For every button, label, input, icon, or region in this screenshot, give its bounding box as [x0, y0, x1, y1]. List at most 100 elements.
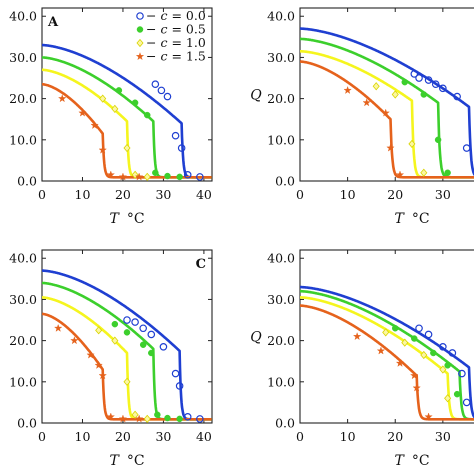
plot-area [300, 285, 474, 421]
data-point-4 [94, 360, 103, 369]
data-point-3 [401, 338, 409, 347]
data-point-2 [154, 411, 161, 419]
data-point-1 [157, 86, 166, 95]
series-line-1 [42, 43, 212, 179]
data-point-4 [134, 172, 144, 181]
data-point-1 [196, 173, 204, 181]
plot-frame [299, 249, 474, 424]
data-point-4 [381, 108, 390, 117]
x-tick-label: 30 [155, 187, 171, 202]
data-point-1 [151, 80, 160, 89]
data-point-1 [415, 74, 423, 82]
data-point-4 [410, 371, 419, 380]
chart-panel-4: 0.0 10.0 20.0 30.0 40.0 0 10 20 30 T °C Q [250, 249, 474, 469]
data-point-2 [143, 111, 151, 119]
x-tick-label: 10 [75, 187, 91, 202]
data-point-2 [434, 136, 442, 144]
data-point-2 [391, 325, 399, 332]
y-tick-label: 0.0 [17, 174, 37, 189]
legend-marker-3 [136, 38, 144, 48]
data-point-4 [386, 143, 395, 152]
data-point-1 [123, 316, 131, 324]
y-tick-label: 30.0 [9, 50, 37, 65]
y-tick-label: 40.0 [267, 251, 295, 266]
plot-frame [41, 249, 213, 424]
x-tick-label: 0 [38, 187, 46, 202]
chart-panel-2: 0.0 10.0 20.0 30.0 40.0 0 10 20 30 T °C Q [250, 7, 474, 227]
x-axis-label: T °C [109, 211, 144, 227]
series-line-1 [42, 269, 212, 421]
data-point-4 [70, 336, 79, 345]
series-line-3 [42, 296, 212, 421]
data-point-1 [462, 144, 471, 152]
data-point-2 [430, 349, 437, 357]
data-point-2 [164, 414, 171, 422]
y-tick-label: 0.0 [275, 416, 295, 431]
y-tick-label: 30.0 [267, 292, 295, 307]
chart-panel-3: 0.0 10.0 20.0 30.0 40.0 0 10 20 30 40 T °C C [9, 249, 213, 469]
data-point-4 [98, 371, 107, 380]
chart-panel-1: 0.0 10.0 20.0 30.0 40.0 0 10 20 30 40 T °C A − c = 0.… [9, 7, 213, 227]
data-point-1 [439, 342, 447, 351]
legend-marker-2 [136, 26, 144, 33]
data-point-3 [143, 172, 151, 181]
data-point-4 [58, 94, 67, 103]
x-tick-label: 40 [196, 429, 212, 444]
data-point-3 [382, 328, 390, 337]
data-point-4 [78, 108, 87, 117]
series-line-1 [300, 285, 474, 419]
legend-entry-4: − c = 1.5 [146, 49, 206, 64]
data-point-4 [86, 350, 95, 359]
data-point-4 [118, 172, 128, 181]
legend: − c = 0.0− c = 0.5− c = 1.0− c = 1.5 [135, 8, 206, 64]
data-point-2 [176, 173, 183, 181]
series-line-4 [42, 82, 212, 179]
data-point-3 [420, 168, 428, 177]
data-point-4 [395, 358, 405, 367]
data-point-4 [412, 383, 421, 392]
data-point-4 [90, 120, 99, 129]
y-tick-label: 10.0 [267, 374, 295, 389]
x-tick-label: 20 [387, 429, 403, 444]
y-tick-label: 10.0 [9, 374, 37, 389]
data-point-4 [424, 412, 433, 421]
data-point-1 [131, 318, 139, 326]
y-tick-label: 40.0 [267, 9, 295, 24]
data-point-1 [139, 324, 147, 333]
x-axis-label: T °C [394, 453, 429, 469]
data-point-2 [111, 320, 119, 328]
data-point-4 [395, 170, 405, 179]
y-tick-label: 20.0 [267, 91, 295, 106]
data-point-1 [183, 413, 192, 421]
data-point-4 [106, 412, 116, 421]
data-point-1 [415, 324, 423, 333]
data-point-2 [411, 335, 418, 342]
data-point-1 [163, 92, 172, 101]
data-point-2 [444, 169, 451, 177]
y-tick-label: 0.0 [275, 174, 295, 189]
data-point-3 [131, 410, 139, 419]
y-tick-label: 40.0 [9, 251, 37, 266]
data-point-3 [391, 90, 399, 99]
data-point-1 [431, 80, 440, 89]
data-point-4 [53, 323, 63, 332]
y-tick-label: 40.0 [9, 9, 37, 24]
data-point-1 [453, 92, 461, 101]
data-point-1 [424, 76, 433, 84]
data-point-1 [177, 144, 186, 152]
data-point-4 [134, 414, 144, 423]
x-axis-label: T °C [394, 211, 429, 227]
x-tick-label: 20 [387, 187, 403, 202]
data-point-1 [175, 382, 184, 390]
plot-area [42, 269, 212, 423]
data-point-1 [171, 131, 180, 140]
x-axis-label: T °C [109, 453, 144, 469]
data-point-2 [152, 169, 159, 177]
data-point-2 [164, 172, 171, 180]
data-point-2 [131, 99, 139, 106]
y-tick-label: 0.0 [17, 416, 37, 431]
legend-marker-1 [136, 12, 144, 20]
data-point-2 [420, 91, 428, 98]
data-point-3 [143, 414, 151, 423]
data-point-4 [118, 414, 128, 423]
